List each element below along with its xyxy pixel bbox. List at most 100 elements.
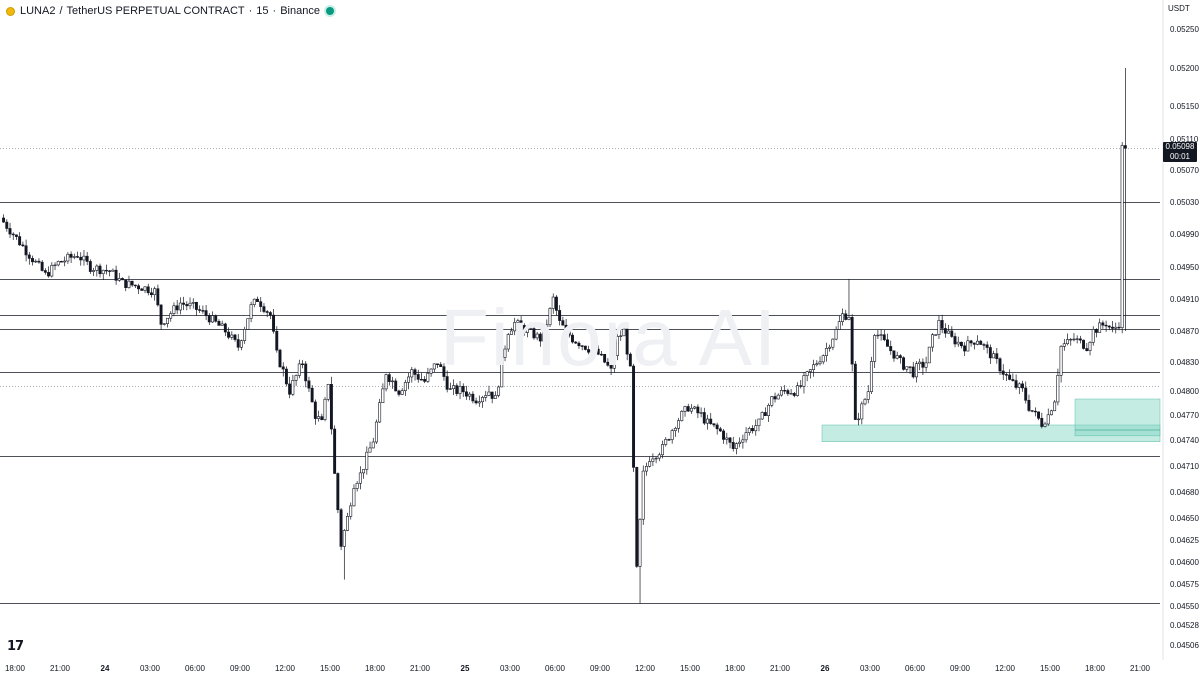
candle-body: [50, 264, 54, 277]
candle-body: [638, 518, 642, 567]
candle-body: [439, 364, 443, 367]
candle-body: [1046, 414, 1050, 425]
candle-body: [609, 364, 613, 369]
candle-body: [786, 390, 790, 394]
candle-body: [188, 302, 192, 307]
candle-body: [1075, 338, 1079, 340]
candle-body: [1056, 375, 1060, 403]
candle-body: [558, 310, 562, 321]
candle-body: [564, 324, 568, 329]
candle-body: [56, 261, 60, 266]
candle-body: [776, 394, 780, 400]
candle-body: [554, 296, 558, 311]
candle-body: [709, 418, 713, 424]
candle-body: [175, 305, 179, 311]
candle-body: [998, 358, 1002, 372]
candle-body: [121, 278, 124, 281]
candle-body: [101, 269, 105, 275]
candle-body: [1037, 411, 1041, 419]
currency-label[interactable]: USDT: [1168, 4, 1190, 13]
candle-body: [538, 333, 542, 342]
candle-body: [445, 376, 449, 390]
candle-body: [625, 328, 629, 355]
candle-body: [198, 309, 202, 311]
candle-body: [767, 404, 771, 416]
candle-body: [130, 280, 134, 286]
x-tick-label: 03:00: [140, 664, 161, 673]
candle-body: [284, 368, 288, 385]
candle-body: [137, 285, 141, 290]
candle-body: [734, 443, 738, 449]
candle-body: [320, 416, 324, 420]
candle-body: [407, 376, 411, 383]
candle-body: [288, 383, 292, 395]
x-tick-label: 15:00: [680, 664, 701, 673]
candle-body: [940, 320, 944, 329]
contract-name: TetherUS PERPETUAL CONTRACT: [66, 5, 245, 17]
candle-body: [426, 372, 430, 382]
candle-body: [291, 380, 295, 395]
candle-body: [256, 298, 259, 302]
candle-body: [146, 286, 150, 294]
candle-body: [963, 345, 967, 352]
candle-body: [217, 321, 221, 326]
candle-body: [342, 530, 346, 547]
candle-body: [799, 385, 803, 387]
candle-body: [1062, 343, 1066, 347]
candle-body: [677, 420, 681, 429]
candle-body: [1114, 326, 1118, 329]
candle-body: [124, 279, 128, 288]
last-price-value: 0.05098: [1165, 142, 1195, 151]
candle-body: [214, 315, 218, 322]
candle-body: [898, 355, 902, 358]
candle-body: [394, 380, 398, 392]
candle-body: [824, 348, 828, 356]
candle-body: [490, 391, 494, 399]
candle-body: [329, 384, 333, 430]
candle-body: [2, 217, 6, 223]
candle-body: [731, 442, 735, 449]
candle-body: [220, 323, 224, 326]
candle-body: [905, 366, 909, 370]
candle-body: [796, 385, 799, 396]
candle-body: [506, 334, 510, 350]
candle-body: [11, 233, 15, 236]
y-tick-label: 0.04625: [1170, 536, 1199, 545]
candle-body: [1040, 417, 1044, 427]
candle-body: [140, 288, 144, 291]
candle-body: [895, 355, 899, 359]
candle-body: [387, 374, 391, 382]
candle-body: [1001, 370, 1005, 375]
x-tick-label: 24: [101, 664, 110, 673]
candle-body: [863, 399, 867, 405]
candle-body: [937, 320, 941, 335]
candle-body: [1033, 410, 1037, 413]
candle-body: [85, 255, 89, 262]
y-tick-label: 0.05070: [1170, 166, 1199, 175]
candle-body: [249, 304, 253, 319]
candle-body: [921, 361, 925, 368]
y-tick-label: 0.04650: [1170, 514, 1199, 523]
candle-body: [349, 505, 353, 517]
symbol-header[interactable]: LUNA2 / TetherUS PERPETUAL CONTRACT · 15…: [6, 3, 334, 19]
candle-body: [1053, 401, 1057, 412]
candle-body: [82, 255, 86, 261]
x-tick-label: 25: [461, 664, 470, 673]
candle-body: [493, 395, 497, 399]
candle-body: [149, 292, 153, 296]
candle-body: [381, 388, 385, 403]
candle-body: [886, 339, 889, 347]
candle-body: [969, 340, 973, 344]
x-tick-label: 21:00: [50, 664, 71, 673]
y-tick-label: 0.05250: [1170, 25, 1199, 34]
candle-body: [172, 305, 176, 314]
tradingview-logo-icon[interactable]: 17: [7, 639, 24, 654]
candle-body: [738, 441, 742, 444]
candle-body: [879, 334, 883, 336]
candle-body: [178, 302, 182, 311]
candle-body: [63, 260, 67, 263]
candle-body: [747, 428, 751, 433]
candle-body: [914, 363, 918, 378]
candle-body: [301, 363, 304, 365]
